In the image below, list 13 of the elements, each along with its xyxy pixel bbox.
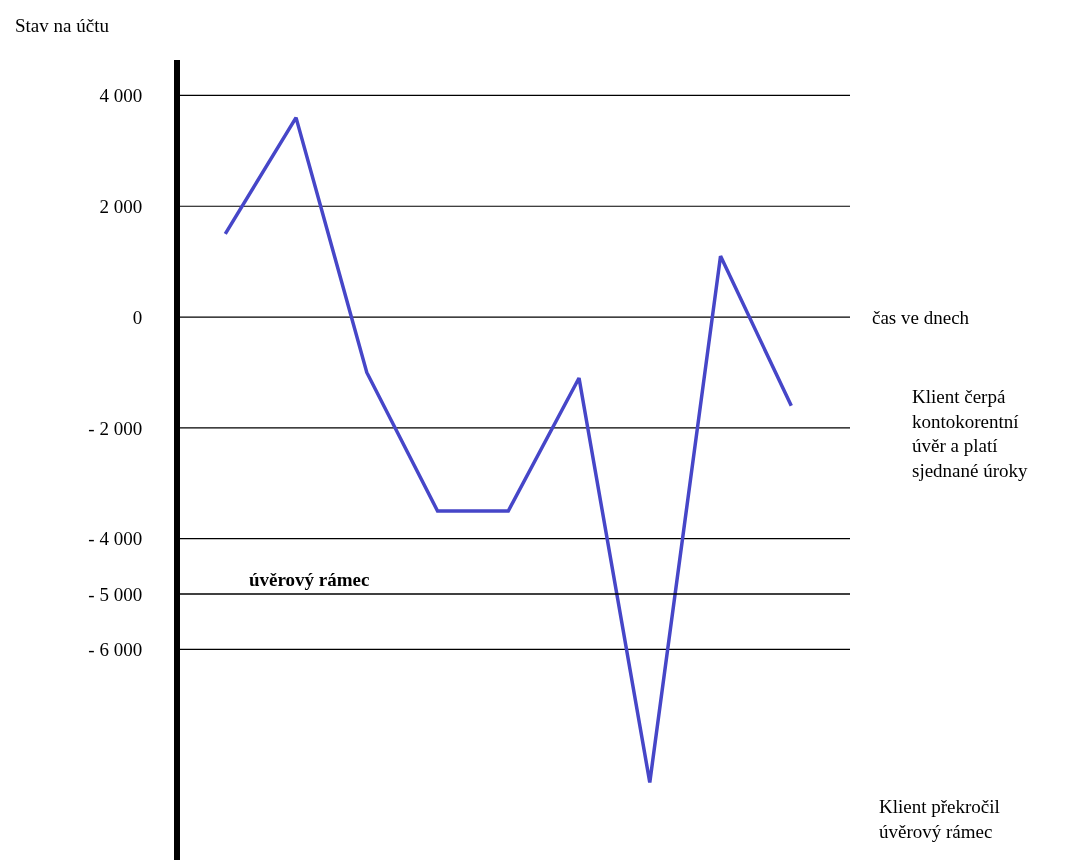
ref-line-label: úvěrový rámec [249, 569, 370, 590]
text: Klient čerpá kontokorentní úvěr a platí sjednané úroky [912, 386, 1029, 482]
y-tick-label: 4 000 [99, 85, 143, 107]
y-axis-title: Stav na účtu [15, 15, 110, 36]
text: Klient překročil úvěrový rámec [879, 796, 1000, 842]
x-axis-title: čas ve dnech [872, 307, 970, 328]
y-tick-label: - 4 000 [88, 528, 143, 550]
y-tick-label: 2 000 [99, 195, 143, 217]
y-tick-label: - 5 000 [88, 583, 143, 605]
y-tick-label: - 6 000 [88, 639, 143, 661]
y-tick-label: - 2 000 [88, 417, 143, 439]
y-tick-label: 0 [132, 306, 143, 328]
line-series [223, 115, 794, 785]
